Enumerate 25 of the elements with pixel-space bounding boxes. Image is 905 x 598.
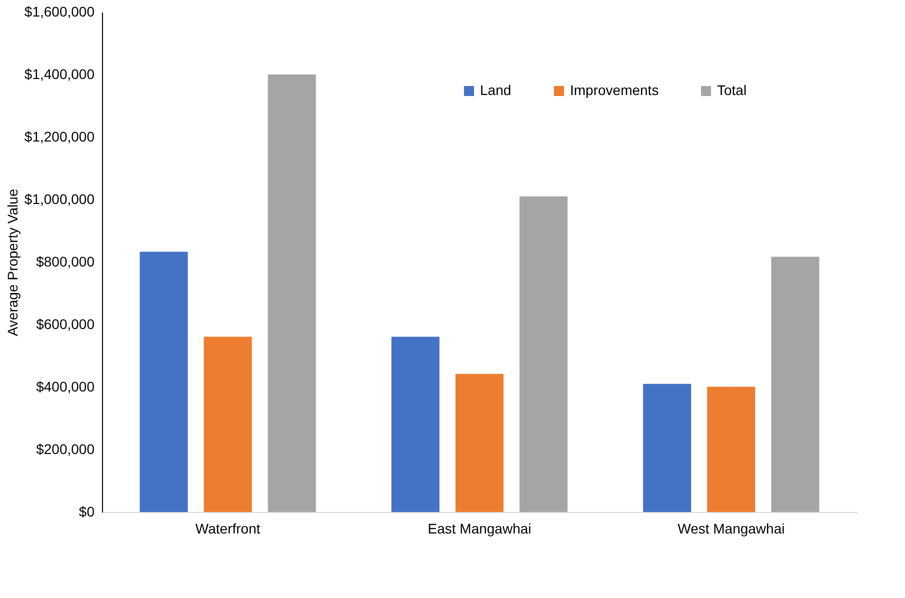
y-tick-label: $200,000 — [36, 441, 95, 457]
y-tick-label: $1,000,000 — [24, 191, 95, 207]
x-tick-label: West Mangawhai — [678, 520, 785, 536]
legend-label: Total — [717, 82, 747, 98]
x-tick-label: East Mangawhai — [428, 520, 532, 536]
bar — [268, 74, 316, 512]
y-tick-label: $400,000 — [36, 378, 95, 394]
bar — [520, 196, 568, 512]
y-axis-title: Average Property Value — [4, 188, 20, 336]
y-tick-label: $1,600,000 — [24, 4, 95, 20]
bar — [707, 386, 756, 512]
bar — [771, 256, 820, 512]
y-tick-label: $800,000 — [36, 254, 95, 270]
bar — [455, 374, 504, 512]
bar — [643, 384, 692, 512]
legend-label: Land — [480, 82, 512, 98]
y-tick-label: $1,200,000 — [24, 128, 95, 144]
y-tick-label: $600,000 — [36, 316, 95, 332]
bar — [140, 252, 188, 512]
legend-label: Improvements — [570, 82, 659, 98]
bar — [204, 336, 252, 512]
y-tick-label: $0 — [78, 504, 95, 520]
y-tick-label: $1,400,000 — [24, 66, 95, 82]
bar — [391, 336, 440, 512]
x-tick-label: Waterfront — [195, 520, 260, 536]
